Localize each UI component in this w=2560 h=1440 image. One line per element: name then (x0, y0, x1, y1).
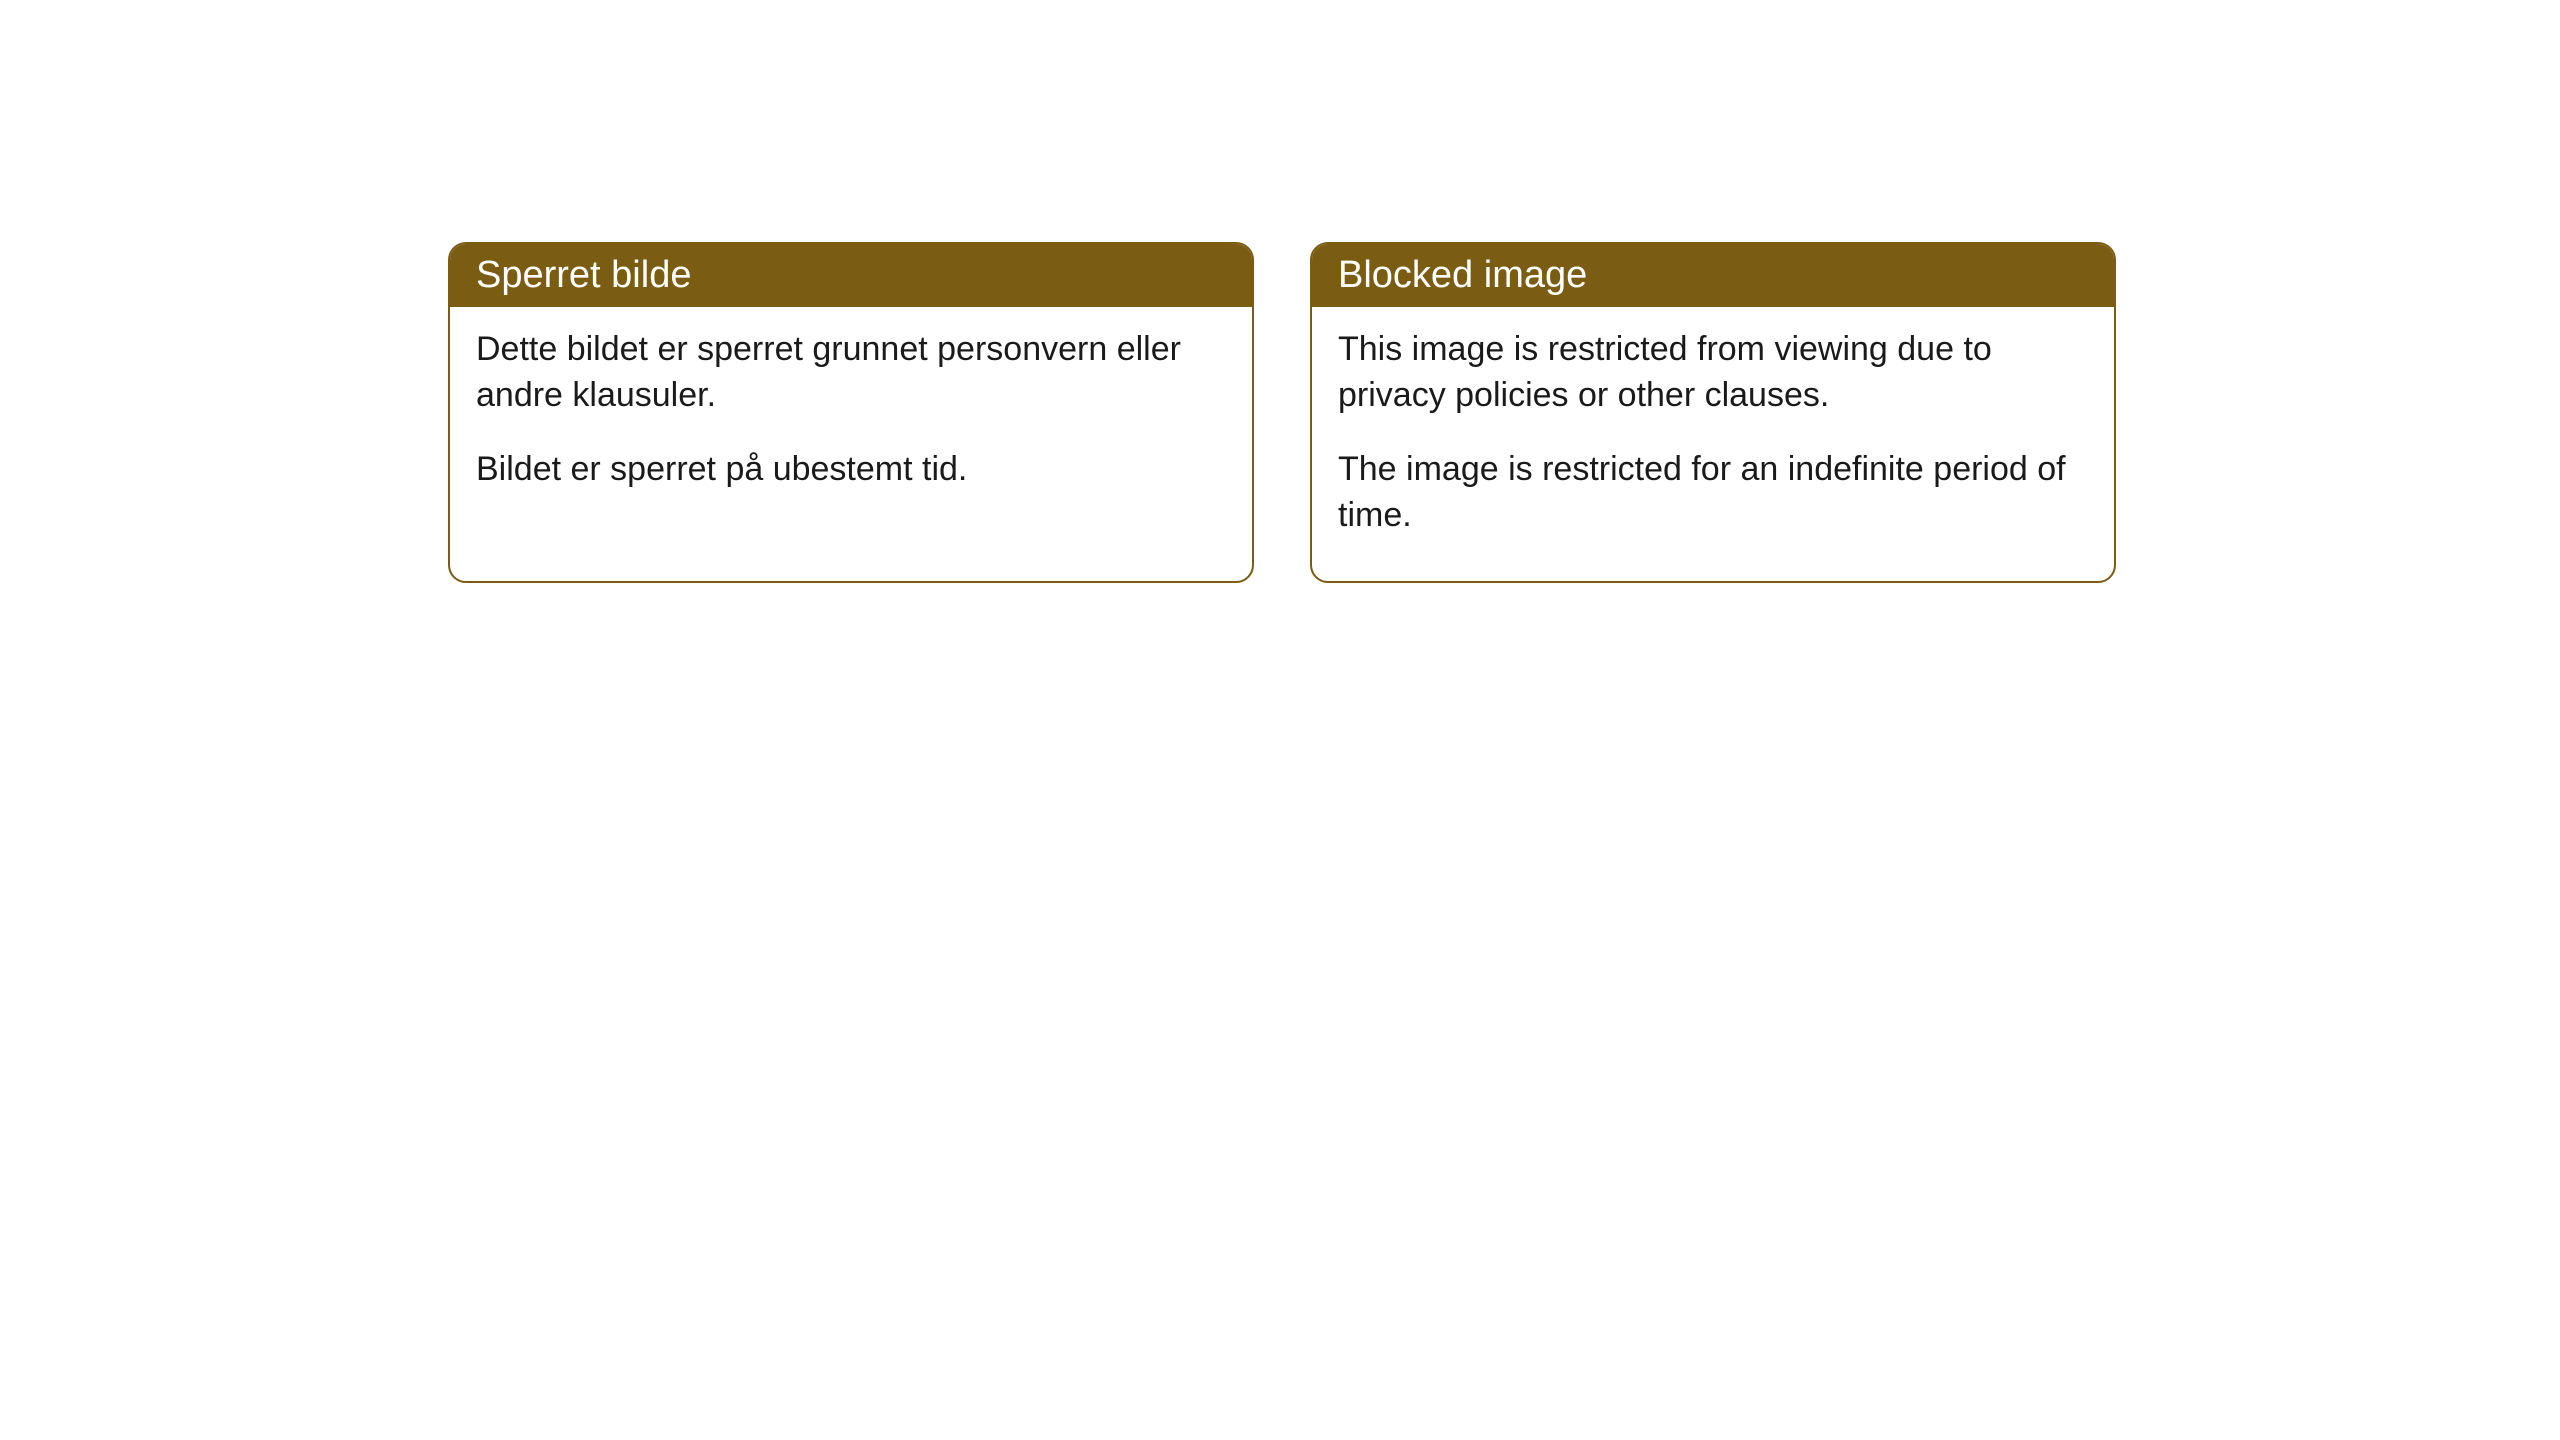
blocked-image-card-norwegian: Sperret bilde Dette bildet er sperret gr… (448, 242, 1254, 583)
notice-paragraph-2: Bildet er sperret på ubestemt tid. (476, 447, 1226, 493)
notice-cards-container: Sperret bilde Dette bildet er sperret gr… (448, 242, 2116, 583)
card-title: Blocked image (1312, 244, 2114, 307)
blocked-image-card-english: Blocked image This image is restricted f… (1310, 242, 2116, 583)
notice-paragraph-1: Dette bildet er sperret grunnet personve… (476, 327, 1226, 419)
card-body: This image is restricted from viewing du… (1312, 307, 2114, 581)
notice-paragraph-2: The image is restricted for an indefinit… (1338, 447, 2088, 539)
card-title: Sperret bilde (450, 244, 1252, 307)
notice-paragraph-1: This image is restricted from viewing du… (1338, 327, 2088, 419)
card-body: Dette bildet er sperret grunnet personve… (450, 307, 1252, 535)
